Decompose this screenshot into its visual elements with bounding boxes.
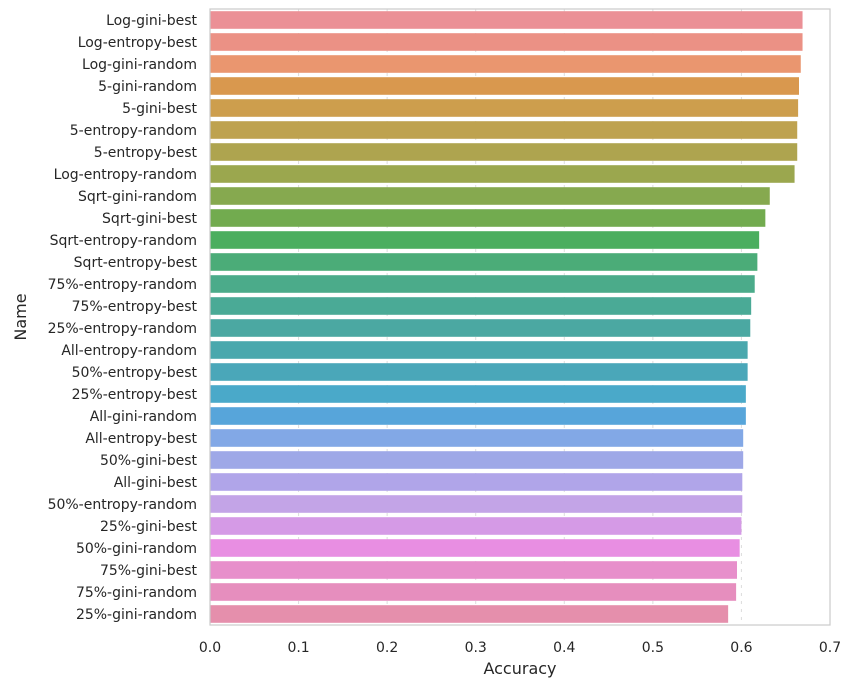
bar <box>210 11 803 29</box>
bar <box>210 451 744 469</box>
bar <box>210 165 795 183</box>
bar <box>210 319 751 337</box>
y-tick-label: 25%-gini-random <box>76 607 197 623</box>
x-tick-label: 0.2 <box>376 640 398 656</box>
y-tick-label: 25%-gini-best <box>100 519 198 535</box>
y-axis-title: Name <box>11 293 30 340</box>
y-tick-label: 50%-entropy-random <box>48 497 197 513</box>
bar <box>210 341 748 359</box>
x-tick-label: 0.1 <box>287 640 309 656</box>
y-tick-label: Sqrt-gini-random <box>78 189 197 205</box>
y-tick-label: 25%-entropy-best <box>72 387 198 403</box>
x-tick-label: 0.0 <box>199 640 221 656</box>
y-tick-label: 5-entropy-random <box>70 123 197 139</box>
y-tick-label: 50%-entropy-best <box>72 365 198 381</box>
bar <box>210 99 799 117</box>
y-tick-label: 5-gini-random <box>98 79 197 95</box>
bar <box>210 517 742 535</box>
bar <box>210 583 737 601</box>
bar <box>210 187 770 205</box>
y-tick-label: Sqrt-entropy-random <box>50 233 197 249</box>
y-tick-label: Sqrt-entropy-best <box>74 255 198 271</box>
x-tick-labels: 0.0 0.1 0.2 0.3 0.4 0.5 0.6 0.7 <box>199 640 841 656</box>
bar <box>210 385 746 403</box>
bar <box>210 539 740 557</box>
y-tick-label: 5-entropy-best <box>94 145 198 161</box>
bar <box>210 363 748 381</box>
y-tick-label: All-entropy-best <box>85 431 197 447</box>
y-tick-label: Log-gini-best <box>106 13 197 29</box>
y-tick-label: Sqrt-gini-best <box>102 211 197 227</box>
x-tick-label: 0.7 <box>819 640 841 656</box>
plot-frame <box>209 8 831 626</box>
y-tick-label: 5-gini-best <box>122 101 197 117</box>
y-tick-label: 75%-entropy-random <box>48 277 197 293</box>
bar <box>210 561 737 579</box>
bar <box>210 55 801 73</box>
bar <box>210 253 758 271</box>
x-tick-label: 0.6 <box>730 640 752 656</box>
y-tick-label: All-entropy-random <box>61 343 197 359</box>
y-tick-labels: Log-gini-best Log-entropy-best Log-gini-ra… <box>48 13 198 623</box>
bar <box>210 495 743 513</box>
x-tick-label: 0.4 <box>553 640 575 656</box>
y-tick-label: Log-entropy-random <box>54 167 197 183</box>
bar <box>210 275 755 293</box>
bars <box>210 11 803 623</box>
bar <box>210 429 744 447</box>
x-axis-title: Accuracy <box>483 659 556 678</box>
bar <box>210 77 799 95</box>
y-tick-label: All-gini-random <box>90 409 197 425</box>
bar <box>210 407 746 425</box>
y-tick-label: 75%-gini-best <box>100 563 198 579</box>
bar <box>210 473 743 491</box>
y-tick-label: 50%-gini-random <box>76 541 197 557</box>
bar <box>210 231 760 249</box>
x-tick-label: 0.5 <box>642 640 664 656</box>
x-tick-label: 0.3 <box>465 640 487 656</box>
y-tick-label: All-gini-best <box>114 475 198 491</box>
y-tick-label: Log-gini-random <box>82 57 197 73</box>
y-tick-label: 50%-gini-best <box>100 453 198 469</box>
bar <box>210 297 752 315</box>
bar <box>210 121 798 139</box>
bar <box>210 33 803 51</box>
y-tick-label: Log-entropy-best <box>78 35 198 51</box>
bar <box>210 209 766 227</box>
bar <box>210 605 729 623</box>
bar <box>210 143 798 161</box>
y-tick-label: 75%-gini-random <box>76 585 197 601</box>
y-tick-label: 25%-entropy-random <box>48 321 197 337</box>
y-tick-label: 75%-entropy-best <box>72 299 198 315</box>
